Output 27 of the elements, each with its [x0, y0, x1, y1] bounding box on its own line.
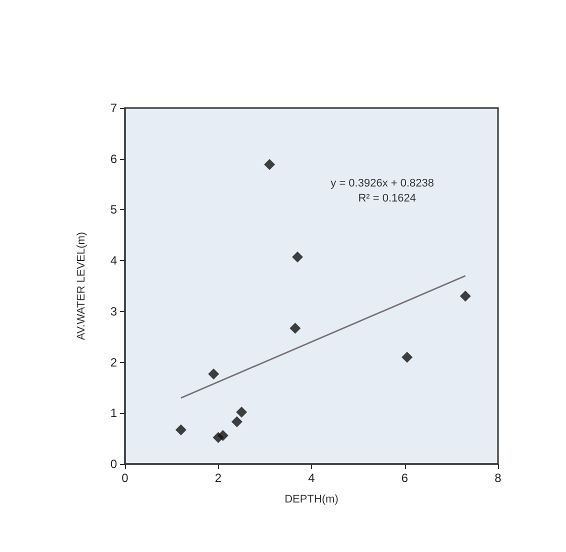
point [236, 406, 248, 418]
y-tick-label: 1 [110, 406, 118, 420]
y-tick-label: 3 [110, 304, 118, 318]
point [290, 322, 301, 334]
point [208, 368, 220, 380]
y-axis-title: AV.WATER LEVEL(m) [76, 232, 88, 340]
x-tick-label: 4 [308, 471, 316, 485]
y-tick-label: 2 [110, 355, 118, 370]
annotation: y = 0.3926x + 0.8238 [330, 178, 434, 190]
y-tick-label: 7 [110, 101, 118, 115]
annotation: R² = 0.1624 [358, 192, 416, 204]
x-tick-label: 6 [401, 471, 408, 485]
point [292, 252, 304, 263]
x-tick-label: 8 [494, 471, 502, 485]
x-tick-label: 2 [214, 471, 222, 485]
y-tick-label: 4 [110, 254, 118, 268]
point [175, 424, 186, 436]
y-tick-label: 6 [110, 152, 118, 166]
y-tick-label: 0 [110, 457, 118, 471]
point [231, 416, 242, 428]
point [264, 158, 276, 170]
point [402, 352, 413, 363]
point [460, 290, 471, 302]
point [217, 430, 228, 442]
y-tick-label: 5 [110, 202, 118, 217]
x-tick-label: 0 [122, 471, 129, 485]
x-axis-title: DEPTH(m) [284, 494, 338, 506]
